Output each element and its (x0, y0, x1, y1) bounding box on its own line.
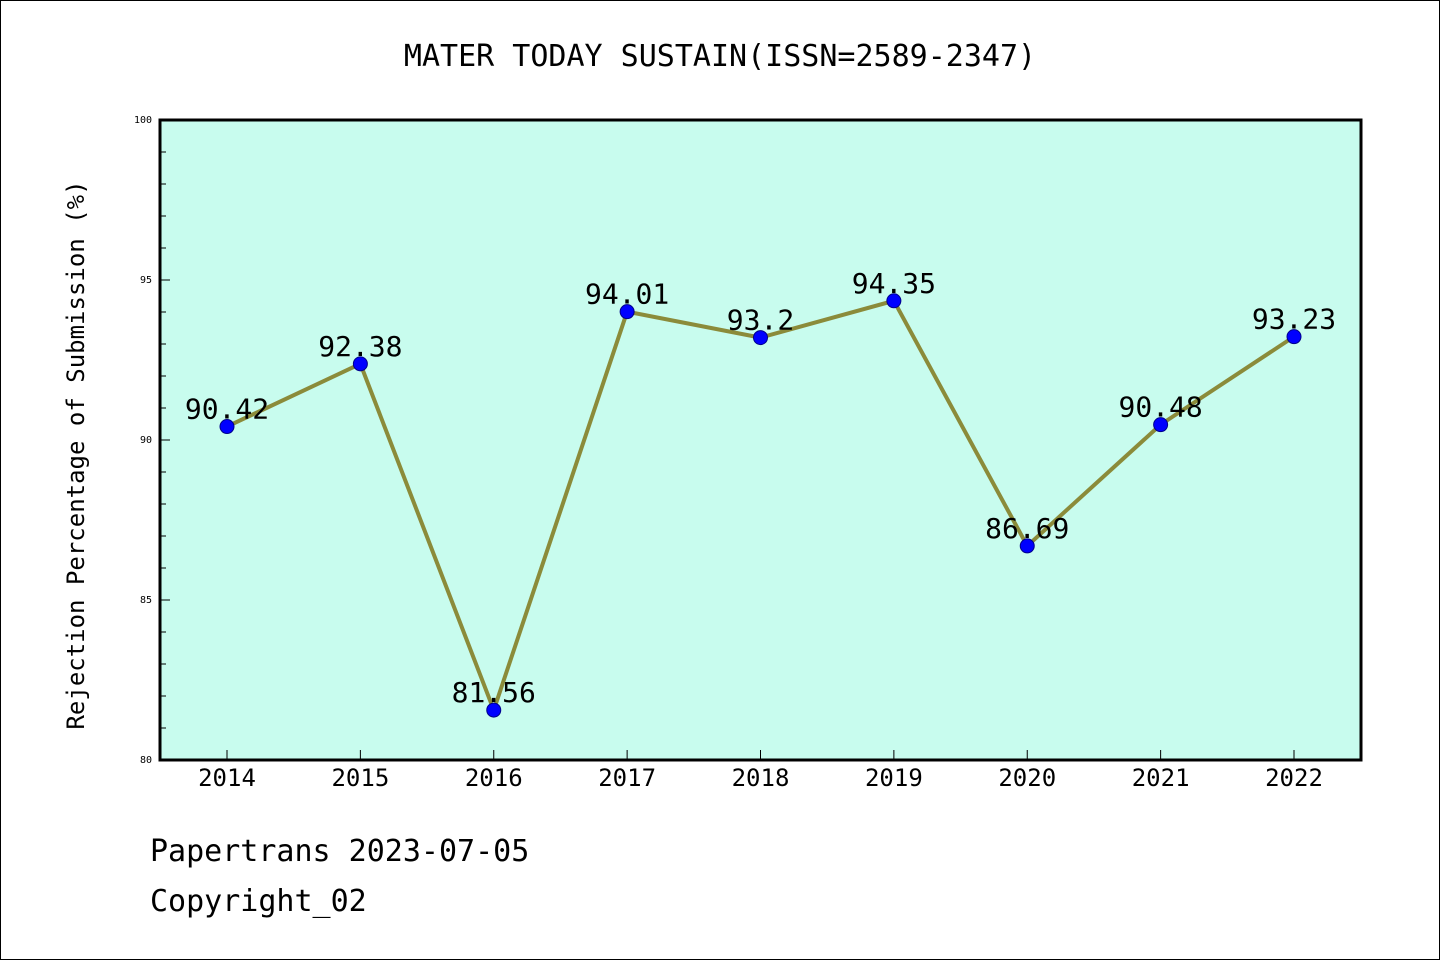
data-point-marker (219, 419, 235, 435)
data-point-marker (1286, 329, 1302, 345)
data-point-marker (1153, 417, 1169, 433)
y-tick-label: 90 (140, 435, 152, 446)
y-tick-label: 85 (140, 595, 152, 606)
y-tick-label: 95 (140, 275, 152, 286)
x-tick-label: 2018 (732, 764, 790, 792)
data-label: 94.01 (585, 278, 669, 311)
y-tick-label: 80 (140, 755, 152, 766)
footer-copyright-text: Copyright_02 (150, 884, 367, 919)
data-point-marker (1019, 538, 1035, 554)
x-tick-label: 2015 (331, 764, 389, 792)
data-label: 92.38 (318, 330, 402, 363)
data-label: 94.35 (852, 267, 936, 300)
x-tick-label: 2022 (1265, 764, 1323, 792)
x-tick-label: 2014 (198, 764, 256, 792)
y-tick-label: 100 (134, 115, 152, 126)
y-axis-ticks: 80 85 90 95 100 (134, 115, 170, 766)
data-point-marker (352, 356, 368, 372)
x-tick-label: 2017 (598, 764, 656, 792)
y-axis-label: Rejection Percentage of Submission (%) (62, 180, 90, 729)
data-label: 86.69 (985, 512, 1069, 545)
x-tick-label: 2016 (465, 764, 523, 792)
data-point-marker (619, 304, 635, 320)
plot-area (158, 118, 1363, 762)
series-group: 90.42 92.38 81.56 94.01 93.2 94.35 86.69 90.48 9… (185, 267, 1336, 718)
data-point-marker (886, 293, 902, 309)
footer-date-text: Papertrans 2023-07-05 (150, 834, 530, 869)
data-label: 90.48 (1118, 391, 1202, 424)
x-tick-label: 2020 (998, 764, 1056, 792)
data-label: 93.2 (727, 304, 794, 337)
x-tick-label: 2021 (1132, 764, 1190, 792)
x-tick-label: 2019 (865, 764, 923, 792)
data-point-marker (753, 330, 768, 346)
data-point-marker (486, 702, 502, 718)
data-label: 90.42 (185, 393, 269, 426)
data-label: 93.23 (1252, 303, 1336, 336)
data-label: 81.56 (452, 676, 536, 709)
x-axis-ticks: 2014 2015 2016 2017 2018 2019 2020 2021 2022 (198, 750, 1323, 792)
chart-title: MATER TODAY SUSTAIN(ISSN=2589-2347) (404, 39, 1036, 74)
